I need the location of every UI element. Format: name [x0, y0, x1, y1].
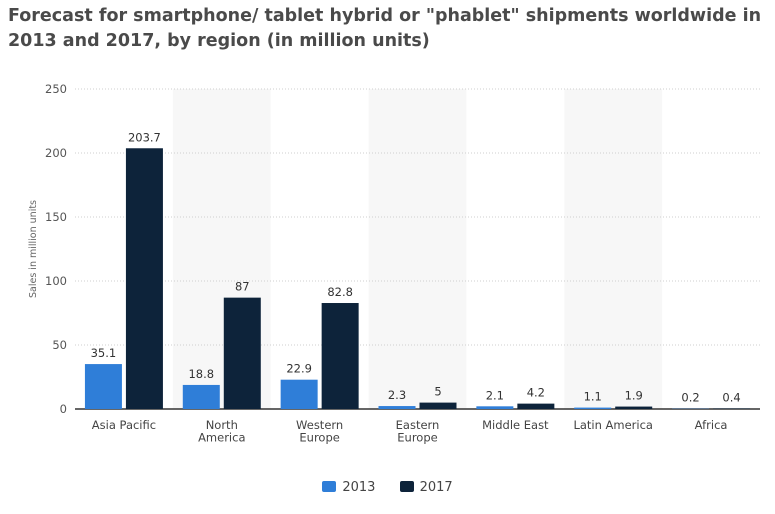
x-tick-label-line: Asia Pacific: [92, 418, 156, 432]
bar-2017-0: [125, 148, 163, 409]
x-tick-label-line: Europe: [299, 431, 339, 445]
category-band: [368, 89, 467, 409]
data-label-2013-5: 1.1: [584, 390, 602, 404]
bar-2017-6: [713, 408, 751, 409]
x-tick-label: Asia Pacific: [92, 418, 156, 432]
x-tick-label: Africa: [695, 418, 728, 432]
category-band: [564, 89, 663, 409]
data-label-2017-1: 87: [235, 280, 250, 294]
bar-2017-2: [321, 303, 359, 409]
bar-2013-1: [182, 384, 220, 409]
x-tick-label: Western Europe: [296, 418, 343, 445]
x-tick-label-line: Western: [296, 418, 343, 432]
bar-2017-5: [615, 406, 653, 409]
legend-label-2013: 2013: [342, 480, 376, 495]
bar-2017-1: [223, 297, 261, 409]
x-tick-label: North America: [198, 418, 245, 445]
data-label-2017-6: 0.4: [722, 390, 740, 404]
data-label-2013-0: 35.1: [91, 346, 117, 360]
data-label-2013-4: 2.1: [486, 388, 504, 402]
legend: 2013 2017: [0, 480, 775, 495]
x-tick-label-line: Latin America: [573, 418, 653, 432]
data-label-2013-6: 0.2: [681, 391, 699, 405]
bar-2017-4: [517, 403, 555, 409]
legend-swatch-2017: [399, 481, 414, 492]
data-label-2017-0: 203.7: [128, 130, 161, 144]
y-tick-label: 150: [45, 210, 67, 224]
x-tick-label-line: America: [198, 431, 245, 445]
x-tick-label-line: Middle East: [482, 418, 549, 432]
legend-item-2013[interactable]: 2013: [322, 480, 375, 495]
data-label-2017-2: 82.8: [327, 285, 353, 299]
bar-2013-4: [476, 406, 514, 409]
y-tick-label: 100: [45, 274, 67, 288]
x-tick-label-line: Europe: [397, 431, 437, 445]
x-tick-label: Latin America: [573, 418, 653, 432]
bar-2017-3: [419, 402, 457, 409]
data-label-2017-5: 1.9: [625, 389, 643, 403]
bar-2013-3: [378, 406, 416, 409]
data-label-2013-1: 18.8: [188, 367, 214, 381]
data-label-2013-2: 22.9: [286, 362, 312, 376]
x-tick-label: Eastern Europe: [396, 418, 440, 445]
legend-label-2017: 2017: [419, 480, 453, 495]
x-tick-label-line: Eastern: [396, 418, 440, 432]
y-axis-label: Sales in million units: [28, 200, 39, 298]
data-label-2017-3: 5: [434, 385, 441, 399]
bar-2013-2: [280, 379, 318, 409]
y-tick-label: 250: [45, 82, 67, 96]
y-tick-label: 50: [52, 338, 67, 352]
chart-title: Forecast for smartphone/ tablet hybrid o…: [8, 6, 762, 51]
y-tick-label: 0: [60, 402, 67, 416]
data-label-2017-4: 4.2: [527, 386, 545, 400]
x-tick-label-line: North: [206, 418, 238, 432]
y-tick-label: 200: [45, 146, 67, 160]
bar-2013-5: [574, 407, 612, 409]
bar-2013-0: [84, 364, 122, 409]
x-tick-label-line: Africa: [695, 418, 728, 432]
x-tick-label: Middle East: [482, 418, 549, 432]
data-label-2013-3: 2.3: [388, 388, 406, 402]
legend-swatch-2013: [322, 481, 337, 492]
plot-area: 0 50 100 150 200 250 Sales in million units 35.…: [28, 82, 760, 445]
legend-item-2017[interactable]: 2017: [399, 480, 453, 495]
